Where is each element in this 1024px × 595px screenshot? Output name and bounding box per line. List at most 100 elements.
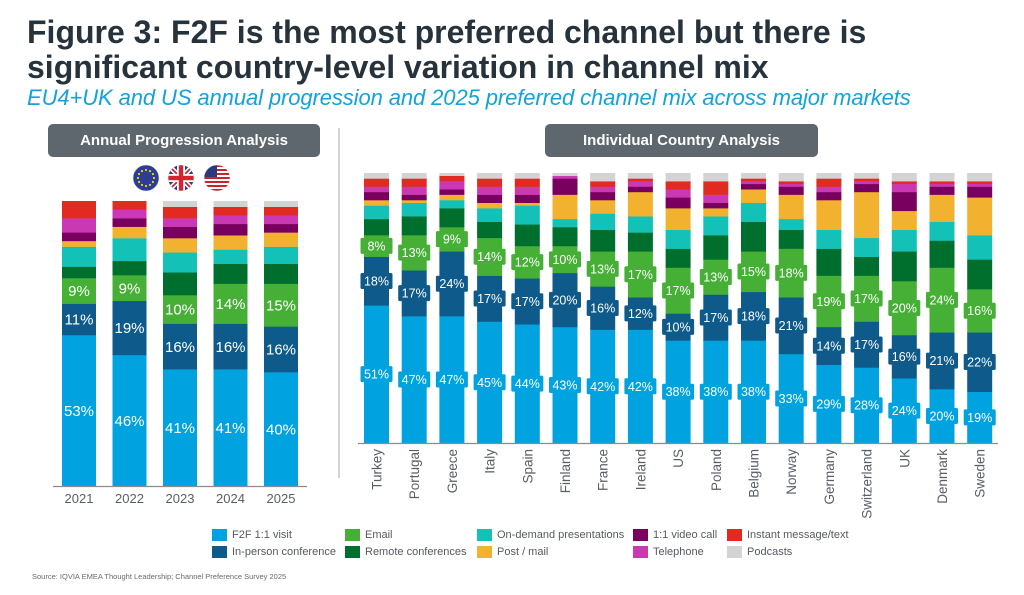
value-number: 41	[215, 420, 232, 437]
bar-segment-spain-1-1-video-call	[514, 194, 540, 203]
value-label-text: 38%	[703, 385, 728, 399]
value-unit: %	[679, 284, 690, 298]
value-unit: %	[453, 277, 464, 291]
bar-segment-finland-1-1-video-call	[552, 178, 578, 195]
value-number: 17	[666, 284, 680, 298]
bar-stack-portugal: 47%17%13%	[398, 173, 431, 444]
value-unit: %	[793, 319, 804, 333]
value-unit: %	[566, 378, 577, 392]
bar-segment-norway-post-mail	[778, 194, 804, 220]
bar-stack-uk: 24%16%20%	[888, 173, 921, 444]
value-label-box	[586, 378, 619, 395]
value-unit: %	[981, 411, 992, 425]
bar-segment-2025-f2f-1-1-visit	[264, 372, 298, 487]
bar-segment-2025-on-demand-presentations	[264, 246, 298, 264]
bar-stack-belgium: 38%18%15%	[737, 173, 770, 444]
value-number: 14	[477, 250, 491, 264]
value-label-denmark-email: 24%	[926, 291, 958, 308]
bar-segment-greece-post-mail	[439, 194, 465, 201]
value-label-box	[473, 374, 506, 391]
value-label-switzerland-f2f-1-1-visit: 28%	[850, 397, 883, 414]
bar-segment-turkey-on-demand-presentations	[364, 205, 389, 220]
value-unit: %	[943, 410, 954, 424]
value-label-text: 17%	[515, 295, 540, 309]
value-label-france-in-person-conference: 16%	[586, 300, 619, 316]
value-label-box	[737, 308, 770, 325]
bar-segment-2025-1-1-video-call	[264, 223, 298, 233]
value-label-text: 18%	[364, 275, 389, 289]
value-label-box	[586, 260, 619, 277]
bar-segment-2021-email	[62, 277, 96, 304]
value-label-spain-email: 12%	[511, 254, 544, 271]
bar-segment-italy-on-demand-presentations	[477, 208, 503, 222]
legend-label: Podcasts	[747, 546, 793, 558]
bar-segment-spain-podcasts	[514, 173, 540, 179]
bar-segment-2023-on-demand-presentations	[163, 252, 197, 273]
value-label-box	[549, 376, 581, 393]
value-unit: %	[378, 368, 389, 382]
value-label-uk-in-person-conference: 16%	[888, 348, 921, 365]
value-number: 29	[816, 397, 830, 411]
value-label-germany-f2f-1-1-visit: 29%	[812, 395, 845, 412]
value-number: 46	[114, 413, 131, 430]
legend-label: 1:1 video call	[653, 529, 718, 541]
bar-stack-ireland: 42%12%17%	[624, 173, 657, 444]
legend-swatch	[477, 546, 492, 558]
value-unit: %	[906, 350, 917, 364]
value-number: 19	[816, 295, 830, 309]
value-number: 47	[439, 373, 453, 387]
bar-segment-2021-on-demand-presentations	[62, 246, 96, 267]
value-unit: %	[566, 253, 577, 267]
figure-subtitle: EU4+UK and US annual progression and 202…	[27, 85, 911, 110]
value-label-box	[888, 402, 921, 419]
bar-segment-uk-telephone	[891, 183, 917, 193]
bar-segment-2022-telephone	[112, 209, 147, 219]
value-label-text: 14%	[215, 296, 245, 313]
value-label-ireland-in-person-conference: 12%	[624, 305, 657, 322]
legend-label: Telephone	[653, 546, 704, 558]
legend-swatch	[633, 529, 648, 541]
value-label-2022-f2f-1-1-visit: 46%	[114, 413, 144, 430]
bar-segment-2023-in-person-conference	[163, 323, 197, 370]
value-number: 13	[402, 246, 416, 260]
value-label-box	[963, 409, 996, 426]
value-label-denmark-in-person-conference: 21%	[926, 352, 958, 369]
value-label-turkey-in-person-conference: 18%	[360, 273, 393, 289]
value-number: 17	[477, 292, 491, 306]
bar-segment-2021-post-mail	[62, 240, 96, 247]
value-label-text: 43%	[552, 378, 577, 392]
bar-segment-spain-remote-conferences	[514, 224, 540, 247]
value-unit: %	[755, 385, 766, 399]
value-label-2024-email: 14%	[215, 296, 245, 313]
bar-segment-spain-telephone	[514, 186, 540, 195]
bar-segment-2024-podcasts	[213, 201, 248, 207]
bar-segment-us-1-1-video-call	[665, 197, 691, 209]
value-label-box	[926, 291, 958, 308]
value-label-box	[812, 337, 845, 354]
bar-segment-norway-podcasts	[778, 173, 804, 182]
value-label-box	[398, 371, 431, 388]
bar-segment-poland-on-demand-presentations	[703, 216, 729, 236]
bar-stack-2025: 40%16%15%	[264, 201, 298, 487]
value-label-text: 38%	[666, 385, 691, 399]
value-label-text: 19%	[114, 320, 144, 337]
value-unit: %	[604, 380, 615, 394]
value-unit: %	[232, 296, 245, 313]
bar-segment-2025-remote-conferences	[264, 263, 298, 284]
panel-divider	[338, 128, 340, 478]
bar-segment-switzerland-on-demand-presentations	[854, 237, 880, 257]
legend-swatch	[345, 529, 360, 541]
bar-segment-2024-in-person-conference	[213, 323, 248, 370]
bar-stack-finland: 43%20%10%	[549, 173, 581, 444]
x-tick-label: Belgium	[747, 449, 762, 498]
value-label-2021-in-person-conference: 11%	[65, 312, 94, 329]
value-number: 18	[779, 266, 793, 280]
bar-segment-turkey-podcasts	[364, 173, 389, 179]
bar-segment-germany-telephone	[816, 186, 842, 193]
value-label-text: 47%	[439, 373, 464, 387]
value-unit: %	[283, 297, 296, 314]
value-number: 33	[779, 392, 793, 406]
bar-segment-2025-post-mail	[264, 232, 298, 247]
bar-segment-norway-on-demand-presentations	[778, 218, 804, 230]
bar-stack-italy: 45%17%14%	[473, 173, 506, 444]
